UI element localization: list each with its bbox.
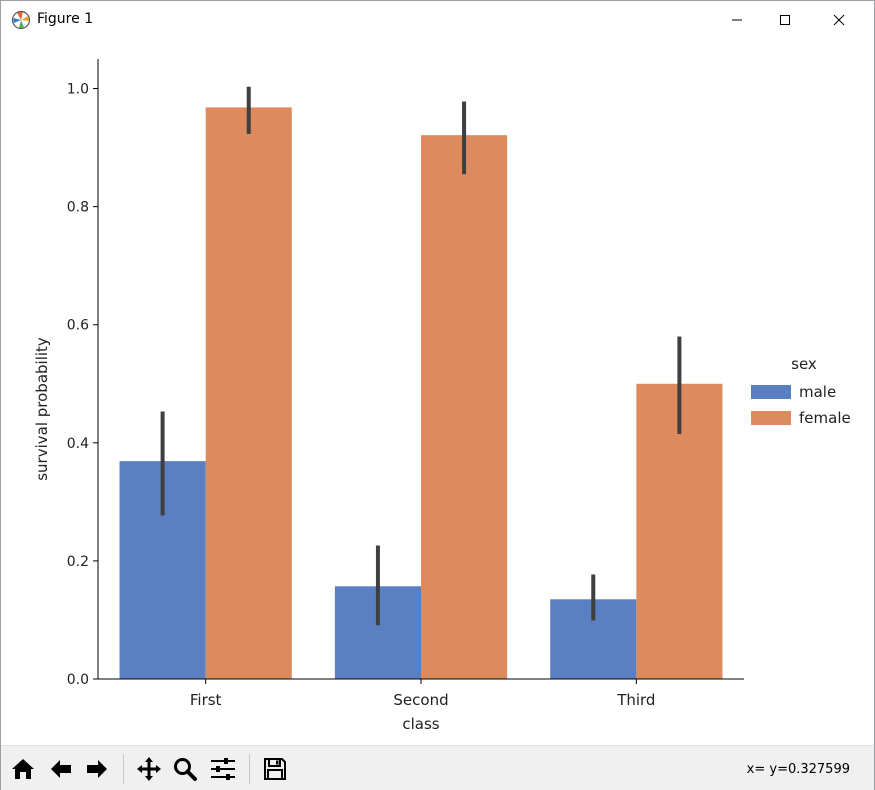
y-tick-label: 0.2 [67,554,89,570]
window-title: Figure 1 [37,11,94,27]
toolbar-separator [249,754,250,784]
configure-subplots-icon [211,758,235,780]
home-icon [12,759,34,779]
close-icon [833,14,845,26]
x-axis-label: class [402,715,439,733]
pan-icon [137,757,161,781]
y-tick-label: 1.0 [67,82,89,98]
coords-y: y=0.327599 [769,762,850,777]
pan-button[interactable] [133,753,165,785]
legend-title: sex [791,355,817,373]
cursor-coordinates: x= y=0.327599 [747,762,850,777]
y-tick-label: 0.6 [67,318,89,334]
legend-label-male: male [799,383,836,401]
legend-swatch-male [751,385,791,399]
zoom-button[interactable] [169,753,201,785]
home-button[interactable] [7,753,39,785]
toolbar-separator [123,754,124,784]
y-tick-label: 0.0 [67,672,89,688]
back-button[interactable] [45,753,77,785]
bar-chart: 0.0 0.2 0.4 0.6 0.8 1.0 First Second Third class s… [33,59,851,733]
y-axis-label: survival probability [33,337,51,481]
bar-female-first [205,107,292,679]
back-arrow-icon [51,760,71,778]
navigation-toolbar: x= y=0.327599 [1,745,874,790]
zoom-icon [174,758,197,781]
matplotlib-app-icon [11,10,31,30]
save-button[interactable] [259,753,291,785]
save-icon [264,758,286,780]
x-tick-label: Second [393,691,448,709]
maximize-icon [780,15,790,25]
bar-female-second [421,135,508,680]
coords-x: x= [746,762,766,777]
close-button[interactable] [816,1,862,39]
configure-subplots-button[interactable] [207,753,239,785]
minimize-icon [732,19,742,21]
y-tick-label: 0.8 [67,200,89,216]
title-bar: Figure 1 [1,1,874,39]
maximize-button[interactable] [762,1,808,39]
x-tick-label: First [190,691,222,709]
figure-canvas[interactable]: 0.0 0.2 0.4 0.6 0.8 1.0 First Second Third class s… [1,39,874,745]
legend-swatch-female [751,411,791,425]
legend-label-female: female [799,409,851,427]
y-tick-label: 0.4 [67,436,89,452]
minimize-button[interactable] [714,1,760,39]
forward-arrow-icon [87,760,107,778]
x-tick-label: Third [616,691,655,709]
forward-button[interactable] [81,753,113,785]
